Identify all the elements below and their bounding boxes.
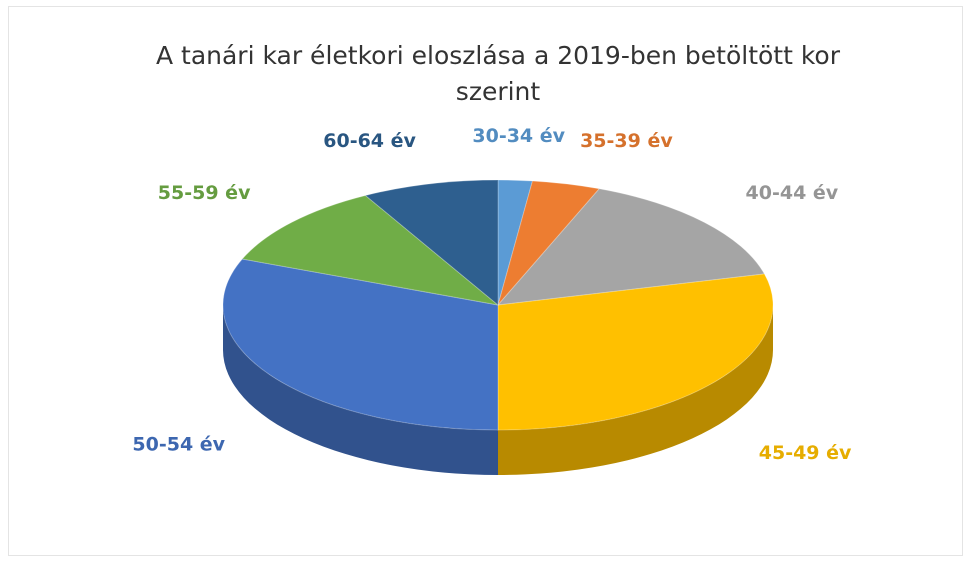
slice xyxy=(364,179,499,307)
slice-label: 40-44 év xyxy=(746,182,839,204)
chart-title: A tanári kar életkori eloszlása a 2019-b… xyxy=(155,41,841,106)
slice-label: 35-39 év xyxy=(580,130,673,152)
slice xyxy=(496,188,766,306)
slice-side xyxy=(498,305,773,475)
slice-label: 45-49 év xyxy=(759,442,852,464)
slice xyxy=(497,180,601,306)
slice-label: 60-64 év xyxy=(323,130,416,152)
slice-label: 55-59 év xyxy=(158,182,251,204)
slice xyxy=(497,273,774,431)
slice xyxy=(222,258,499,431)
slice xyxy=(241,194,500,306)
slice-label: 50-54 év xyxy=(132,433,225,455)
slice-side xyxy=(223,305,498,475)
chart-frame xyxy=(8,6,963,556)
slice xyxy=(497,179,534,306)
slice-label: 30-34 év xyxy=(472,125,565,147)
